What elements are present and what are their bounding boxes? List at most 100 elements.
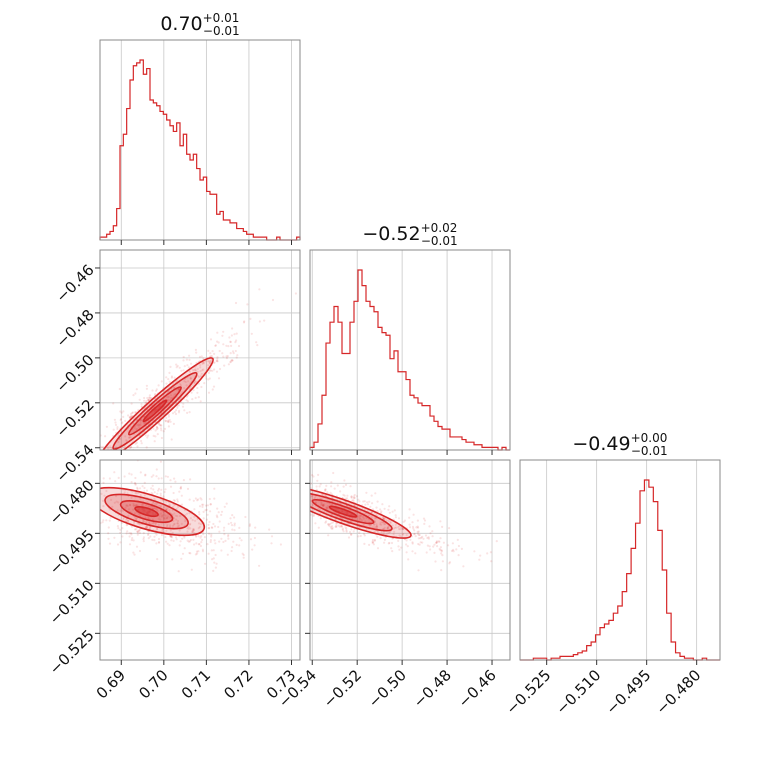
sample-point bbox=[210, 359, 213, 362]
y-tick-label: −0.480 bbox=[46, 476, 98, 528]
sample-point bbox=[127, 414, 130, 417]
sample-point bbox=[151, 522, 154, 526]
sample-point bbox=[318, 497, 321, 500]
sample-point bbox=[220, 510, 224, 513]
sample-point bbox=[202, 357, 205, 360]
sample-point bbox=[448, 562, 451, 565]
sample-point bbox=[196, 391, 199, 394]
sample-point bbox=[155, 468, 158, 471]
sample-point bbox=[232, 352, 235, 355]
sample-point bbox=[123, 491, 126, 494]
sample-point bbox=[188, 551, 191, 555]
sample-point bbox=[284, 495, 286, 497]
sample-point bbox=[334, 525, 337, 528]
sample-point bbox=[195, 542, 198, 545]
sample-point bbox=[335, 522, 338, 525]
sample-point bbox=[97, 466, 99, 468]
sample-point bbox=[347, 536, 351, 539]
sample-point bbox=[368, 500, 371, 503]
sample-point bbox=[152, 501, 155, 504]
sample-point bbox=[198, 513, 201, 516]
sample-point bbox=[125, 503, 128, 507]
sample-point bbox=[194, 381, 197, 384]
sample-point bbox=[227, 535, 230, 538]
sample-point bbox=[379, 521, 382, 524]
sample-point bbox=[209, 369, 212, 372]
sample-point bbox=[457, 554, 460, 557]
sample-point bbox=[177, 388, 180, 391]
sample-point bbox=[216, 516, 219, 519]
sample-point bbox=[231, 327, 234, 330]
sample-point bbox=[208, 532, 211, 535]
sample-point bbox=[452, 548, 455, 551]
sample-point bbox=[168, 418, 171, 421]
sample-point bbox=[143, 396, 146, 400]
sample-point bbox=[216, 340, 219, 343]
sample-point bbox=[155, 428, 158, 431]
sample-point bbox=[130, 481, 133, 484]
sample-point bbox=[255, 341, 258, 344]
sample-point bbox=[223, 533, 226, 536]
sample-point bbox=[170, 394, 173, 397]
sample-point bbox=[364, 520, 367, 523]
sample-point bbox=[187, 366, 190, 369]
sample-point bbox=[113, 471, 116, 474]
sample-point bbox=[141, 485, 144, 488]
sample-point bbox=[324, 488, 327, 491]
sample-point bbox=[92, 469, 94, 471]
sample-point bbox=[143, 494, 146, 497]
sample-point bbox=[126, 452, 128, 454]
sample-point bbox=[166, 401, 169, 404]
sample-point bbox=[128, 416, 132, 419]
sample-point bbox=[225, 355, 228, 358]
sample-point bbox=[208, 369, 211, 372]
sample-point bbox=[184, 380, 187, 384]
sample-point bbox=[440, 552, 443, 555]
sample-point bbox=[366, 503, 370, 506]
sample-point bbox=[169, 516, 172, 519]
sample-point bbox=[387, 519, 390, 523]
sample-point bbox=[225, 344, 228, 347]
sample-point bbox=[209, 503, 212, 506]
sample-point bbox=[173, 499, 176, 502]
sample-point bbox=[216, 356, 219, 359]
density-contour-3 bbox=[142, 399, 168, 423]
sample-point bbox=[133, 481, 136, 485]
sample-point bbox=[249, 538, 253, 541]
sample-point bbox=[431, 530, 434, 533]
sample-point bbox=[134, 528, 137, 531]
sample-point bbox=[148, 505, 151, 508]
sample-point bbox=[489, 551, 492, 554]
sample-point bbox=[138, 529, 141, 532]
sample-point bbox=[189, 552, 192, 555]
sample-point bbox=[384, 522, 387, 526]
sample-point bbox=[166, 525, 169, 528]
sample-point bbox=[350, 533, 353, 536]
sample-point bbox=[308, 480, 310, 482]
sample-point bbox=[153, 502, 156, 505]
sample-point bbox=[155, 475, 158, 478]
sample-point bbox=[181, 537, 184, 540]
sample-point bbox=[169, 529, 172, 532]
sample-point bbox=[325, 506, 328, 509]
sample-point bbox=[193, 508, 196, 511]
sample-point bbox=[383, 526, 386, 529]
sample-point bbox=[457, 544, 460, 548]
sample-point bbox=[418, 533, 421, 537]
sample-point bbox=[145, 446, 148, 449]
sample-point bbox=[188, 523, 191, 526]
sample-point bbox=[175, 409, 178, 412]
sample-point bbox=[218, 367, 222, 371]
sample-point bbox=[365, 528, 368, 531]
sample-point bbox=[424, 534, 428, 537]
sample-point bbox=[152, 427, 155, 430]
sample-point bbox=[209, 510, 212, 513]
sample-point bbox=[164, 419, 167, 422]
sample-point bbox=[292, 499, 294, 501]
sample-point bbox=[342, 493, 345, 496]
sample-point bbox=[138, 531, 141, 535]
sample-point bbox=[167, 413, 170, 416]
sample-point bbox=[124, 506, 127, 509]
sample-point bbox=[209, 352, 212, 355]
sample-point bbox=[331, 526, 334, 529]
